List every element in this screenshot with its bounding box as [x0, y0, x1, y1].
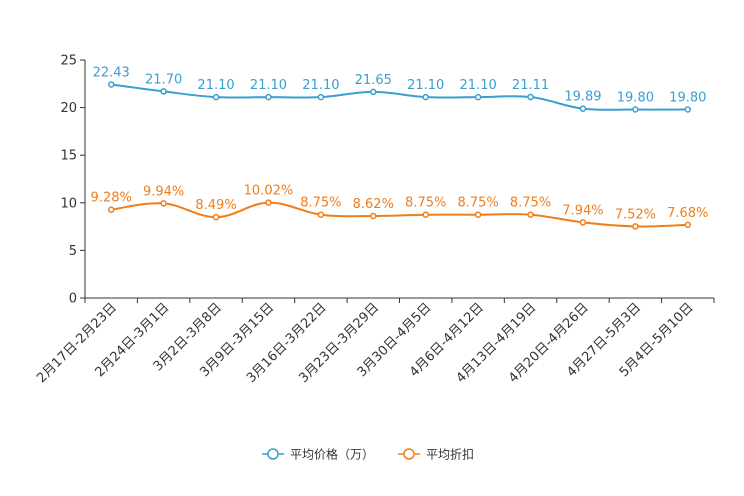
data-point	[527, 93, 534, 101]
data-point	[474, 211, 482, 218]
legend-swatch-marker	[267, 448, 279, 460]
data-label: 21.11	[512, 78, 549, 93]
y-tick-label: 20	[60, 101, 77, 116]
chart-series	[107, 81, 692, 230]
data-label: 8.62%	[353, 197, 394, 212]
data-labels: 22.43 21.70 21.10 21.10 21.10 21.65 21.10 21.10…	[91, 65, 709, 222]
data-point	[422, 211, 429, 218]
data-label: 19.80	[617, 91, 654, 106]
data-label: 21.65	[355, 73, 392, 88]
data-point	[632, 106, 639, 113]
y-axis-ticks: 0 5 10 15 20 25	[60, 54, 85, 307]
data-point	[370, 212, 377, 220]
y-tick-label: 15	[60, 149, 77, 164]
data-label: 8.75%	[300, 196, 341, 211]
data-point	[212, 93, 220, 101]
data-label: 21.10	[197, 78, 234, 93]
series-line-2	[111, 201, 688, 228]
data-label: 21.10	[250, 78, 287, 93]
data-label: 8.75%	[457, 196, 498, 211]
data-point	[160, 88, 167, 95]
y-tick-label: 5	[69, 244, 77, 259]
data-point	[527, 211, 534, 218]
series-line-1	[111, 83, 688, 111]
y-tick-label: 0	[69, 292, 77, 307]
data-point	[265, 199, 272, 206]
data-label: 19.89	[564, 90, 601, 105]
data-label: 9.28%	[91, 191, 132, 206]
data-label: 21.10	[460, 78, 497, 93]
data-point	[317, 211, 325, 218]
data-label: 7.94%	[562, 203, 603, 218]
data-label: 10.02%	[244, 184, 294, 199]
data-label: 21.10	[407, 78, 444, 93]
data-label: 7.68%	[667, 206, 708, 221]
data-point	[579, 105, 587, 112]
data-label: 21.70	[145, 72, 182, 87]
y-tick-label: 25	[60, 54, 77, 69]
data-point	[370, 88, 377, 96]
data-point	[684, 221, 692, 229]
data-label: 8.49%	[195, 198, 236, 213]
data-label: 22.43	[93, 65, 130, 80]
data-label: 8.75%	[510, 196, 551, 211]
data-label: 7.52%	[615, 207, 656, 222]
data-label: 19.80	[669, 91, 706, 106]
data-point	[474, 93, 482, 101]
data-label: 8.75%	[405, 196, 446, 211]
data-point	[317, 93, 325, 101]
legend-label: 平均折扣	[426, 447, 474, 462]
x-axis-ticks: 2月17日-2月23日2月24日-3月1日3月2日-3月8日3月9日-3月15日…	[34, 298, 715, 386]
data-point	[579, 219, 587, 226]
data-point	[212, 213, 220, 221]
y-tick-label: 10	[60, 196, 77, 211]
data-point	[265, 93, 272, 101]
chart-legend: 平均价格（万） 平均折扣	[262, 447, 474, 462]
data-point	[632, 223, 639, 230]
data-point	[107, 81, 115, 88]
legend-swatch-marker	[403, 448, 415, 460]
data-label: 9.94%	[143, 184, 184, 199]
data-point	[160, 200, 167, 207]
data-label: 21.10	[302, 78, 339, 93]
data-point	[107, 206, 115, 213]
data-point	[684, 106, 692, 113]
data-point	[422, 93, 429, 101]
legend-label: 平均价格（万）	[290, 447, 374, 462]
